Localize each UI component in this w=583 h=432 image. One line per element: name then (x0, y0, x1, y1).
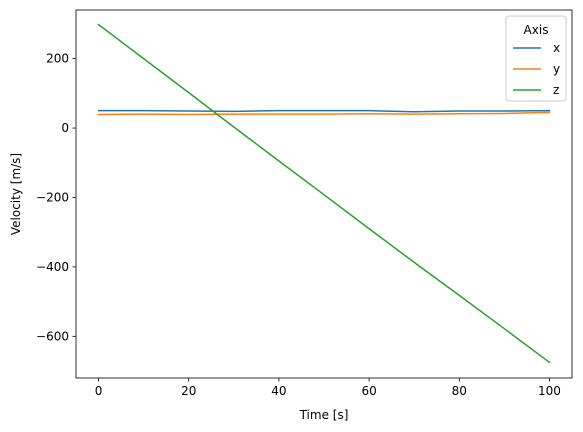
x-ticks: 0 20 40 60 80 100 (95, 378, 561, 398)
legend-label-z: z (553, 83, 559, 97)
x-tick-label: 80 (452, 384, 467, 398)
y-tick-label: 0 (61, 121, 69, 135)
y-ticks: −600 −400 −200 0 200 (36, 52, 76, 343)
x-tick-label: 100 (538, 384, 561, 398)
y-tick-label: −400 (36, 260, 69, 274)
y-tick-label: −600 (36, 329, 69, 343)
y-tick-label: −200 (36, 190, 69, 204)
x-tick-label: 60 (361, 384, 376, 398)
legend-title: Axis (524, 23, 549, 37)
x-tick-label: 40 (271, 384, 286, 398)
legend-label-y: y (553, 62, 560, 76)
series-layer (97, 23, 551, 364)
axes-layer (75, 9, 573, 379)
axes-frame (75, 9, 573, 379)
series-line-y (97, 111, 551, 116)
x-tick-label: 0 (95, 384, 103, 398)
y-tick-label: 200 (46, 52, 69, 66)
series-line-x (97, 109, 551, 113)
legend-label-x: x (553, 41, 560, 55)
x-axis-label: Time [s] (299, 408, 349, 422)
legend-box (505, 15, 567, 102)
y-axis-label: Velocity [m/s] (9, 153, 23, 235)
series-line-z (97, 23, 551, 364)
x-tick-label: 20 (181, 384, 196, 398)
legend: Axis xyz (505, 15, 567, 102)
